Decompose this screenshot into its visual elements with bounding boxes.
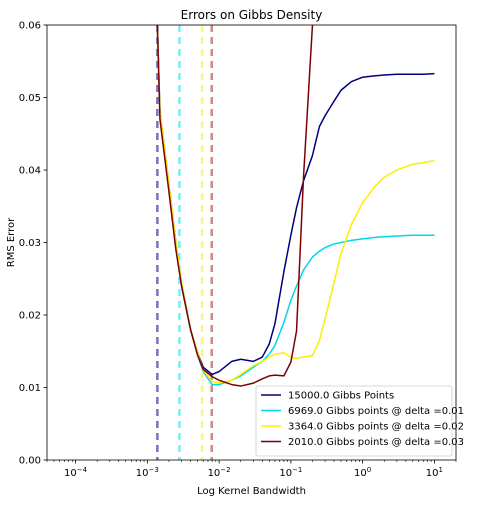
legend-label-3: 3364.0 Gibbs points @ delta =0.02 [288, 422, 464, 433]
legend-label-1: 15000.0 Gibbs Points [288, 391, 394, 402]
y-axis-label: RMS Error [6, 217, 17, 267]
x-tick-label: 10−3 [136, 466, 159, 479]
y-tick-label: 0.04 [19, 166, 41, 177]
series-line-4 [156, 25, 314, 387]
x-tick-label-exponent: 1 [439, 466, 443, 474]
legend: 15000.0 Gibbs Points 6969.0 Gibbs points … [255, 385, 464, 457]
x-tick-label-exponent: 0 [367, 466, 371, 474]
legend-label-4: 2010.0 Gibbs points @ delta =0.03 [288, 437, 464, 448]
x-tick-label-base: 10 [426, 468, 439, 479]
x-tick-label-exponent: −2 [220, 466, 230, 474]
x-tick-label-base: 10 [208, 468, 221, 479]
x-tick-label-exponent: −1 [292, 466, 302, 474]
legend-box [255, 385, 453, 457]
x-tick-label: 101 [426, 466, 443, 479]
x-tick-label-base: 10 [64, 468, 77, 479]
legend-label-2: 6969.0 Gibbs points @ delta =0.01 [288, 406, 464, 417]
x-axis-label: Log Kernel Bandwidth [197, 486, 306, 497]
y-tick-label: 0.03 [19, 238, 41, 249]
x-tick-label-exponent: −3 [149, 466, 159, 474]
x-tick-label: 10−1 [279, 466, 302, 479]
y-axis-ticks: 0.00 0.01 0.02 0.03 0.04 0.05 0.06 [19, 21, 47, 467]
vertical-lines [156, 25, 213, 460]
series-lines [156, 25, 435, 387]
y-tick-label: 0.01 [19, 383, 41, 394]
chart-title: Errors on Gibbs Density [181, 8, 323, 22]
x-tick-label: 10−4 [64, 466, 88, 479]
y-tick-label: 0.06 [19, 21, 41, 32]
x-tick-label-exponent: −4 [77, 466, 88, 474]
x-tick-label-base: 10 [136, 468, 149, 479]
x-tick-label-base: 10 [279, 468, 292, 479]
y-tick-label: 0.00 [19, 456, 41, 467]
x-tick-label-base: 10 [354, 468, 367, 479]
y-tick-label: 0.02 [19, 311, 41, 322]
x-tick-label: 10−2 [208, 466, 231, 479]
x-tick-label: 100 [354, 466, 371, 479]
x-axis-ticks: 10−4 10−3 10−2 10−1 100 101 [46, 460, 457, 479]
y-tick-label: 0.05 [19, 93, 41, 104]
